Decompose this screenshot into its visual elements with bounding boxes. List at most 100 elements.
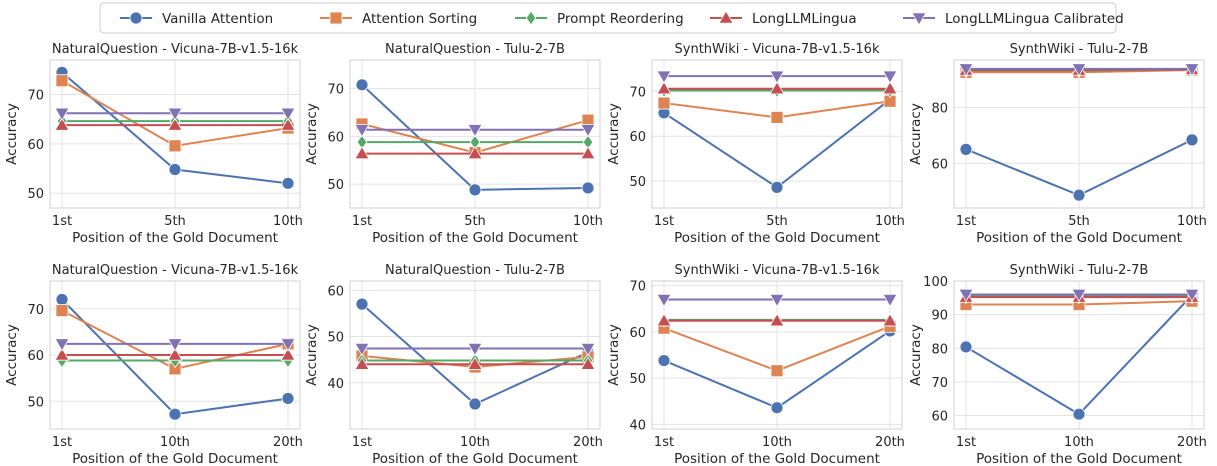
panel-1-ytick-2: 70 — [27, 89, 44, 104]
panel-3-frame — [651, 59, 903, 209]
panel-7-ylabel: Accuracy — [606, 324, 622, 386]
legend-entry-vanilla-attention: Vanilla Attention — [120, 11, 273, 27]
panel-1-frame — [49, 59, 301, 209]
panel-4-point-vanilla-attention-1 — [959, 142, 973, 156]
panel-4-title: SynthWiki - Tulu-2-7B — [1010, 42, 1149, 57]
panel-7-frame — [651, 280, 903, 430]
panel-8-ytick-0: 60 — [931, 410, 948, 425]
panel-6-point-longllmlingua-1 — [354, 356, 370, 370]
panel-4-xtick-1: 5th — [1068, 214, 1090, 229]
panel-1-point-longllmlingua-1 — [54, 117, 70, 131]
panel-7-xtick-2: 20th — [875, 435, 905, 450]
panel-6-xlabel: Position of the Gold Document — [372, 451, 578, 466]
panel-6-point-longllmlingua-2 — [467, 356, 483, 370]
panel-2-ytick-2: 70 — [327, 83, 344, 98]
legend-entry-longllmlingua-calibrated: LongLLMLingua Calibrated — [903, 11, 1124, 27]
panel-4-point-longllmlingua-calibrated-3 — [1184, 63, 1200, 77]
panel-6: NaturalQuestion - Tulu-2-7B 40 50 60 1st 10th… — [304, 263, 603, 466]
panel-1-xtick-2: 10th — [273, 214, 303, 229]
legend-label-longllmlingua-calibrated: LongLLMLingua Calibrated — [945, 11, 1124, 27]
panel-7-xtick-1: 10th — [762, 435, 792, 450]
panel-2-point-longllmlingua-calibrated-2 — [467, 124, 483, 138]
panel-6-point-longllmlingua-calibrated-3 — [580, 342, 596, 357]
panel-2-point-longllmlingua-2 — [467, 145, 483, 160]
panel-6-ylabel: Accuracy — [304, 324, 320, 386]
panel-4-ytick-0: 60 — [931, 157, 948, 172]
panel-1-point-attention-sorting-2 — [168, 139, 182, 153]
panel-6-point-vanilla-attention-2 — [468, 397, 482, 411]
panel-3-ytick-2: 70 — [629, 85, 646, 100]
panel-2-series-vanilla-attention — [355, 78, 595, 197]
panel-5-xlabel: Position of the Gold Document — [72, 451, 278, 466]
panel-6-ytick-2: 60 — [327, 284, 344, 299]
panel-2-point-vanilla-attention-1 — [355, 78, 369, 92]
panel-1-point-longllmlingua-3 — [280, 117, 296, 131]
panel-2-series-longllmlingua — [354, 145, 596, 160]
panel-2: NaturalQuestion - Tulu-2-7B 50 60 70 1st 5th 1… — [304, 42, 603, 246]
panel-2-frame — [349, 59, 601, 209]
panel-2-series-longllmlingua-calibrated — [354, 124, 596, 138]
panels: NaturalQuestion - Vicuna-7B-v1.5-16k 50 60… — [4, 42, 1207, 466]
panel-2-xlabel: Position of the Gold Document — [372, 230, 578, 246]
panel-7-title: SynthWiki - Vicuna-7B-v1.5-16k — [675, 263, 880, 278]
panel-7-ytick-1: 50 — [629, 372, 646, 387]
panel-1-point-longllmlingua-calibrated-2 — [167, 107, 183, 121]
panel-5-ytick-1: 60 — [27, 349, 44, 364]
panel-5-xtick-0: 1st — [52, 435, 72, 450]
panel-6-xtick-0: 1st — [352, 435, 372, 450]
panel-1-xtick-0: 1st — [52, 214, 72, 229]
panel-5-point-vanilla-attention-2 — [168, 407, 182, 421]
legend-entry-attention-sorting: Attention Sorting — [320, 11, 477, 27]
panel-8-frame — [953, 280, 1205, 430]
panel-3-point-attention-sorting-1 — [657, 96, 671, 110]
panel-7-point-longllmlingua-calibrated-3 — [882, 293, 898, 308]
legend-label-longllmlingua: LongLLMLingua — [752, 11, 857, 27]
panel-2-xtick-2: 10th — [573, 214, 603, 229]
panel-6-series-longllmlingua-calibrated — [354, 342, 596, 357]
legend-entry-prompt-reordering: Prompt Reordering — [515, 10, 684, 27]
panel-1-series-longllmlingua-calibrated — [54, 107, 296, 121]
panel-7: SynthWiki - Vicuna-7B-v1.5-16k 40 50 60 70 1s… — [606, 263, 905, 466]
panel-8-point-longllmlingua-calibrated-1 — [958, 288, 974, 303]
panel-5-point-attention-sorting-1 — [55, 304, 69, 318]
panel-3-series-attention-sorting — [657, 94, 897, 124]
panel-6-xtick-2: 20th — [573, 435, 603, 450]
panel-5-point-longllmlingua-1 — [54, 347, 70, 361]
panel-8-ytick-3: 90 — [931, 309, 948, 324]
panel-2-title: NaturalQuestion - Tulu-2-7B — [385, 42, 565, 57]
panel-3-point-attention-sorting-2 — [770, 111, 784, 124]
panel-4-series-longllmlingua-calibrated — [958, 63, 1200, 77]
panel-7-series-attention-sorting — [657, 319, 897, 378]
panel-2-point-vanilla-attention-2 — [468, 183, 482, 197]
panel-3-ytick-1: 60 — [629, 130, 646, 145]
panel-8-xtick-1: 10th — [1064, 435, 1094, 450]
panel-3-xtick-0: 1st — [654, 214, 674, 229]
panel-3-point-longllmlingua-calibrated-1 — [656, 70, 672, 84]
panel-7-point-vanilla-attention-2 — [770, 401, 784, 415]
panel-2-ytick-1: 60 — [327, 130, 344, 145]
legend-marker-longllmlingua-calibrated — [911, 12, 927, 26]
panel-4-point-longllmlingua-calibrated-2 — [1071, 63, 1087, 77]
panel-7-ytick-2: 60 — [629, 326, 646, 341]
panel-2-point-longllmlingua-1 — [354, 145, 370, 160]
legend-frame — [99, 2, 1117, 34]
panel-1-xlabel: Position of the Gold Document — [72, 230, 278, 246]
panel-3-xtick-2: 10th — [875, 214, 905, 229]
legend-label-attention-sorting: Attention Sorting — [362, 11, 477, 27]
panel-1: NaturalQuestion - Vicuna-7B-v1.5-16k 50 60… — [4, 42, 303, 246]
panel-1-title: NaturalQuestion - Vicuna-7B-v1.5-16k — [52, 42, 299, 57]
panel-2-point-longllmlingua-calibrated-3 — [580, 124, 596, 138]
panel-8-xtick-0: 1st — [956, 435, 976, 450]
panel-5-ytick-2: 70 — [27, 303, 44, 318]
panel-5-point-longllmlingua-calibrated-3 — [280, 338, 296, 352]
panel-8-xtick-2: 20th — [1177, 435, 1207, 450]
panel-3-ylabel: Accuracy — [606, 103, 622, 165]
panel-2-point-longllmlingua-calibrated-1 — [354, 124, 370, 138]
panel-5-point-longllmlingua-2 — [167, 347, 183, 361]
panel-6-point-longllmlingua-3 — [580, 356, 596, 370]
panel-7-xlabel: Position of the Gold Document — [674, 451, 880, 466]
panel-7-point-longllmlingua-calibrated-2 — [769, 293, 785, 308]
panel-7-point-attention-sorting-2 — [770, 364, 784, 378]
